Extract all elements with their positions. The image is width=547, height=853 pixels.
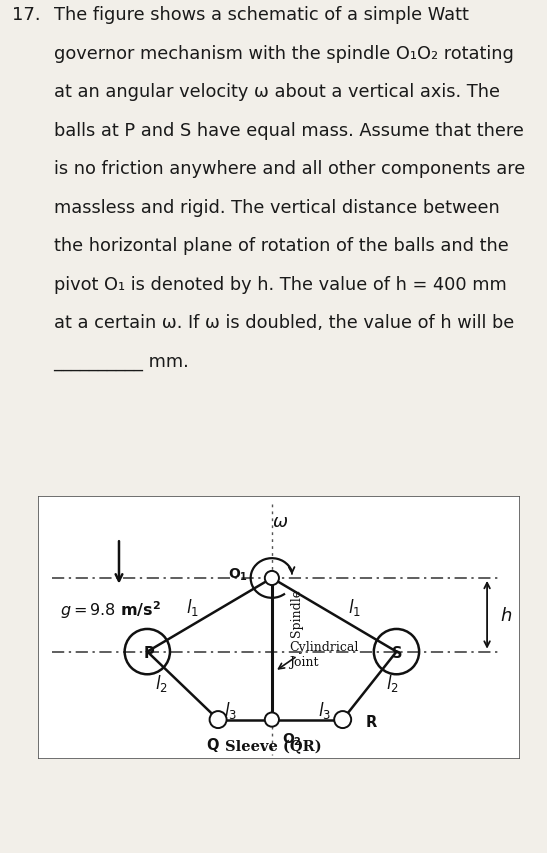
Text: $\mathbf{O_2}$: $\mathbf{O_2}$ xyxy=(282,731,301,747)
Text: $l_1$: $l_1$ xyxy=(347,596,360,617)
Text: governor mechanism with the spindle O₁O₂ rotating: governor mechanism with the spindle O₁O₂… xyxy=(54,44,514,62)
Text: balls at P and S have equal mass. Assume that there: balls at P and S have equal mass. Assume… xyxy=(54,122,523,140)
Circle shape xyxy=(265,572,279,585)
Text: $\mathbf{O_1}$: $\mathbf{O_1}$ xyxy=(228,566,248,583)
Text: 17.: 17. xyxy=(12,6,40,24)
Text: $l_3$: $l_3$ xyxy=(318,699,331,720)
Text: $\mathbf{R}$: $\mathbf{R}$ xyxy=(365,713,379,729)
Text: $\mathbf{S}$: $\mathbf{S}$ xyxy=(391,644,402,660)
Text: $h$: $h$ xyxy=(500,606,512,624)
Text: Spindle: Spindle xyxy=(290,589,303,636)
Text: $l_2$: $l_2$ xyxy=(155,672,168,693)
Text: massless and rigid. The vertical distance between: massless and rigid. The vertical distanc… xyxy=(54,199,499,217)
Text: at an angular velocity ω about a vertical axis. The: at an angular velocity ω about a vertica… xyxy=(54,83,499,102)
Text: __________ mm.: __________ mm. xyxy=(54,352,189,370)
Text: The figure shows a schematic of a simple Watt: The figure shows a schematic of a simple… xyxy=(54,6,468,24)
Text: pivot O₁ is denoted by h. The value of h = 400 mm: pivot O₁ is denoted by h. The value of h… xyxy=(54,276,507,293)
Circle shape xyxy=(210,711,226,728)
Text: $\mathbf{Q}$: $\mathbf{Q}$ xyxy=(206,735,219,753)
Text: $l_2$: $l_2$ xyxy=(386,672,399,693)
Text: the horizontal plane of rotation of the balls and the: the horizontal plane of rotation of the … xyxy=(54,237,508,255)
Text: $g = 9.8\ \mathbf{m/s^2}$: $g = 9.8\ \mathbf{m/s^2}$ xyxy=(60,599,160,620)
Circle shape xyxy=(265,712,279,727)
Text: Sleeve (QR): Sleeve (QR) xyxy=(225,740,322,754)
Text: is no friction anywhere and all other components are: is no friction anywhere and all other co… xyxy=(54,160,525,178)
Text: at a certain ω. If ω is doubled, the value of h will be: at a certain ω. If ω is doubled, the val… xyxy=(54,314,514,332)
Text: $l_1$: $l_1$ xyxy=(186,596,199,617)
Circle shape xyxy=(334,711,351,728)
Text: $\omega$: $\omega$ xyxy=(272,513,288,531)
Text: $l_3$: $l_3$ xyxy=(224,699,237,720)
Text: $\mathbf{P}$: $\mathbf{P}$ xyxy=(143,644,155,660)
Text: Cylindrical
Joint: Cylindrical Joint xyxy=(289,641,358,669)
